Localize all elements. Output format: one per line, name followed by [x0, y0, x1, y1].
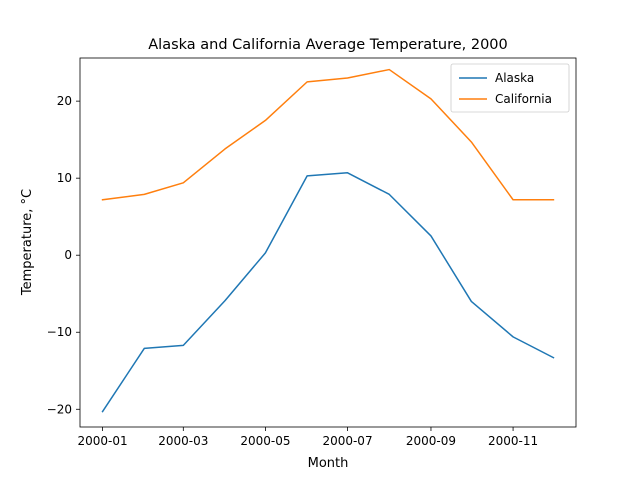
y-tick-label: 10 [57, 171, 72, 185]
chart-title: Alaska and California Average Temperatur… [148, 37, 508, 53]
x-axis-label: Month [308, 456, 349, 471]
plot-frame [79, 57, 577, 428]
y-tick-label: −10 [47, 325, 72, 339]
legend: Alaska California [450, 63, 570, 113]
series-line-california [101, 68, 555, 201]
y-tick-label: 0 [64, 248, 72, 262]
legend-label-alaska: Alaska [495, 71, 534, 85]
y-axis-label: Temperature, °C [20, 189, 35, 296]
y-tick-label: −20 [47, 402, 72, 416]
x-tick-label: 2000-11 [488, 434, 538, 448]
x-tick-label: 2000-03 [158, 434, 208, 448]
legend-label-california: California [495, 92, 552, 106]
y-tick-label: 20 [57, 94, 72, 108]
x-tick-label: 2000-01 [77, 434, 127, 448]
x-tick-label: 2000-07 [322, 434, 372, 448]
x-tick-label: 2000-09 [406, 434, 456, 448]
series-line-alaska [101, 172, 555, 413]
legend-box [450, 63, 570, 113]
x-tick-label: 2000-05 [240, 434, 290, 448]
